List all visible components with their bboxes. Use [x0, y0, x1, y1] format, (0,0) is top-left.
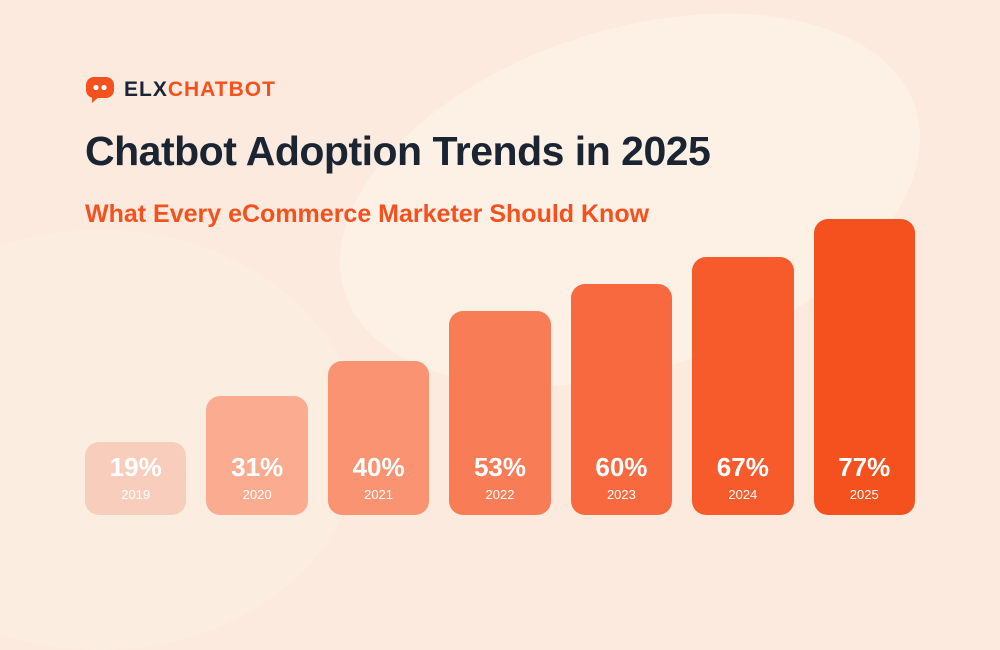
bar-year-label: 2020	[242, 487, 272, 502]
logo-text-primary: ELX	[124, 78, 168, 101]
page-title: Chatbot Adoption Trends in 2025	[85, 128, 711, 174]
bar-value-label: 77%	[838, 452, 891, 482]
chart-bar-2020: 31% 2020	[206, 396, 308, 515]
infographic: ELXCHATBOT Chatbot Adoption Trends in 20…	[85, 76, 915, 515]
bar-value-label: 40%	[352, 452, 405, 482]
bar-year-label: 2022	[485, 487, 515, 502]
chatbot-logo-icon	[85, 76, 115, 104]
logo-text-secondary: CHATBOT	[167, 78, 276, 101]
bar-value-label: 67%	[716, 452, 769, 482]
bar-year-label: 2024	[728, 487, 758, 502]
logo-text: ELXCHATBOT	[124, 78, 276, 102]
chart-bar-2022: 53% 2022	[449, 311, 551, 515]
bar-year-label: 2019	[121, 487, 151, 502]
chart-bar-2021: 40% 2021	[327, 361, 430, 515]
bar-year-label: 2023	[606, 487, 636, 502]
page-subtitle: What Every eCommerce Marketer Should Kno…	[85, 200, 650, 228]
chart-bar-2024: 67% 2024	[692, 257, 794, 515]
bar-value-label: 31%	[231, 452, 284, 482]
bar-year-label: 2025	[849, 487, 879, 502]
bar-value-label: 53%	[473, 452, 526, 482]
brand-logo: ELXCHATBOT	[85, 76, 276, 104]
bar-value-label: 60%	[595, 452, 648, 482]
bar-chart: 19% 2019 31% 2020 40% 2021 53% 2022 60% 2023 67% 20…	[85, 215, 915, 515]
bar-year-label: 2021	[364, 487, 394, 502]
chart-bar-2023: 60% 2023	[570, 284, 673, 515]
bar-value-label: 19%	[109, 452, 162, 482]
chart-bar-2025: 77% 2025	[813, 219, 915, 515]
chart-bar-2019: 19% 2019	[85, 442, 187, 515]
